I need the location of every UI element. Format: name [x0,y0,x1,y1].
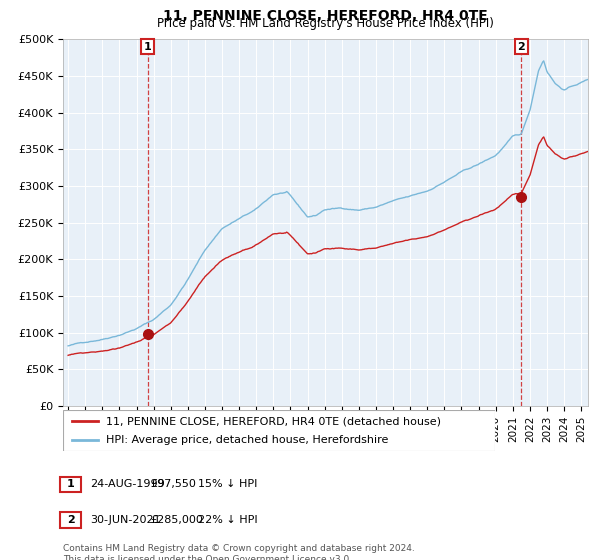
Text: 15% ↓ HPI: 15% ↓ HPI [198,479,257,489]
Text: HPI: Average price, detached house, Herefordshire: HPI: Average price, detached house, Here… [106,435,389,445]
Text: 24-AUG-1999: 24-AUG-1999 [90,479,165,489]
Text: 11, PENNINE CLOSE, HEREFORD, HR4 0TE (detached house): 11, PENNINE CLOSE, HEREFORD, HR4 0TE (de… [106,417,441,426]
Text: Price paid vs. HM Land Registry's House Price Index (HPI): Price paid vs. HM Land Registry's House … [157,17,494,30]
Text: £97,550: £97,550 [150,479,196,489]
FancyBboxPatch shape [63,410,495,451]
Text: 1: 1 [144,41,152,52]
Text: £285,000: £285,000 [150,515,203,525]
Title: 11, PENNINE CLOSE, HEREFORD, HR4 0TE: 11, PENNINE CLOSE, HEREFORD, HR4 0TE [163,9,488,23]
Text: Contains HM Land Registry data © Crown copyright and database right 2024.
This d: Contains HM Land Registry data © Crown c… [63,544,415,560]
Text: 2: 2 [67,515,74,525]
Text: 30-JUN-2021: 30-JUN-2021 [90,515,161,525]
Text: 2: 2 [517,41,525,52]
Text: 1: 1 [67,479,74,489]
Text: 22% ↓ HPI: 22% ↓ HPI [198,515,257,525]
